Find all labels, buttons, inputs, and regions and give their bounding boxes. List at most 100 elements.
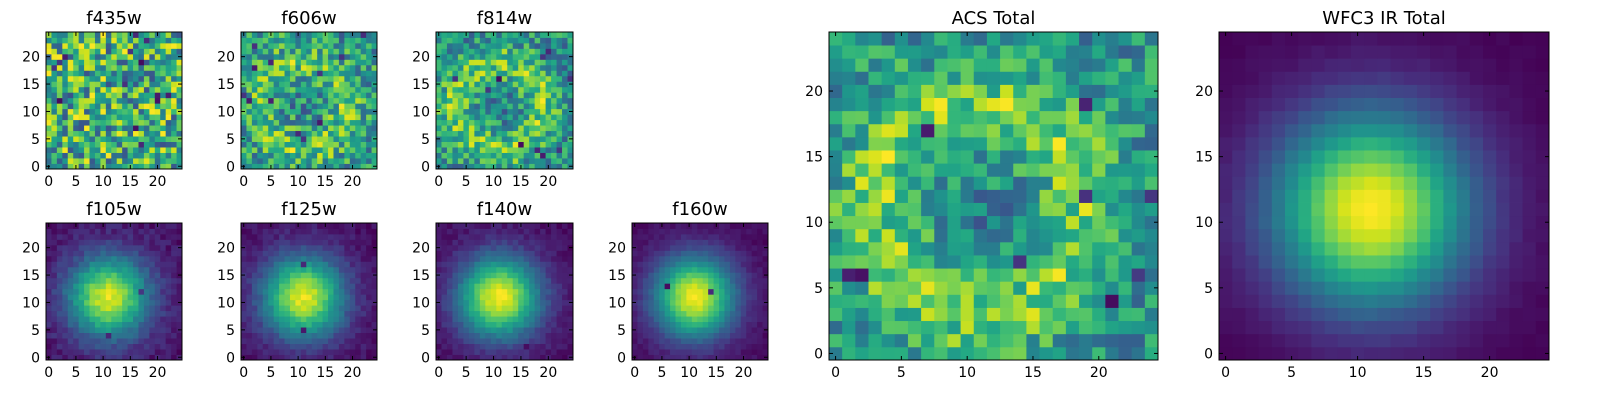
heatmap-cell <box>171 233 177 240</box>
heatmap-cell <box>534 163 541 170</box>
heatmap-cell <box>632 261 638 268</box>
heatmap-cell <box>1144 294 1159 308</box>
heatmap-cell <box>664 354 671 361</box>
heatmap-cell <box>67 114 74 121</box>
heatmap-cell <box>360 255 367 262</box>
heatmap-cell <box>171 244 177 251</box>
heatmap-cell <box>94 354 101 361</box>
heatmap-cell <box>366 53 372 60</box>
heatmap-cell <box>496 70 503 77</box>
heatmap-cell <box>371 92 378 99</box>
heatmap-cell <box>934 189 948 203</box>
heatmap-cell <box>51 130 58 137</box>
heatmap-cell <box>333 288 340 295</box>
heatmap-cell <box>551 288 557 295</box>
heatmap-cell <box>154 239 161 246</box>
heatmap-cell <box>311 64 318 71</box>
heatmap-cell <box>62 332 69 339</box>
heatmap-cell <box>251 81 258 88</box>
heatmap-cell <box>333 70 340 77</box>
heatmap-cell <box>648 261 655 268</box>
heatmap-cell <box>485 108 492 115</box>
heatmap-cell <box>176 97 183 104</box>
heatmap-cell <box>317 114 323 121</box>
heatmap-cell <box>973 176 988 190</box>
heatmap-cell <box>355 136 362 142</box>
heatmap-cell <box>934 150 948 164</box>
heatmap-cell <box>485 288 492 295</box>
heatmap-cell <box>474 42 481 49</box>
heatmap-cell <box>111 136 118 142</box>
y-tick-label: 0 <box>617 350 626 366</box>
heatmap-cell <box>84 119 90 126</box>
heatmap-cell <box>279 97 285 104</box>
heatmap-cell <box>540 158 546 164</box>
heatmap-cell <box>501 75 508 82</box>
heatmap-cell <box>1000 307 1014 322</box>
heatmap-cell <box>490 53 497 60</box>
heatmap-cell <box>311 97 318 104</box>
heatmap-cell <box>463 103 470 110</box>
heatmap-cell <box>51 48 58 55</box>
heatmap-cell <box>149 125 156 132</box>
heatmap-cell <box>1092 202 1106 217</box>
heatmap-cell <box>545 81 552 88</box>
heatmap-cell <box>485 130 492 137</box>
heatmap-cell <box>757 261 763 268</box>
heatmap-cell <box>468 332 475 339</box>
heatmap-cell <box>133 338 139 344</box>
heatmap-cell <box>653 305 660 312</box>
heatmap-cell <box>105 75 112 82</box>
heatmap-cell <box>463 147 470 153</box>
heatmap-cell <box>947 241 961 256</box>
heatmap-cell <box>143 250 150 257</box>
heatmap-cell <box>149 266 156 273</box>
heatmap-cell <box>94 53 101 60</box>
heatmap-cell <box>143 343 150 350</box>
heatmap-cell <box>251 305 258 312</box>
heatmap-cell <box>295 244 302 251</box>
heatmap-cell <box>344 283 351 290</box>
heatmap-cell <box>289 272 296 279</box>
heatmap-cell <box>51 53 58 60</box>
heatmap-cell <box>84 81 90 88</box>
heatmap-cell <box>907 241 922 256</box>
heatmap-cell <box>567 321 574 328</box>
heatmap-cell <box>556 250 563 257</box>
heatmap-cell <box>284 141 291 148</box>
heatmap-cell <box>328 310 334 317</box>
heatmap-cell <box>306 147 313 153</box>
heatmap-cell <box>160 310 167 317</box>
y-tick-label: 0 <box>226 159 235 175</box>
heatmap-cell <box>436 305 442 312</box>
heatmap-cell <box>176 228 183 235</box>
heatmap-cell <box>273 244 280 251</box>
heatmap-cell <box>257 119 264 126</box>
heatmap-cell <box>540 310 546 317</box>
heatmap-cell <box>529 338 536 344</box>
heatmap-cell <box>262 86 269 93</box>
heatmap-cell <box>713 327 720 333</box>
heatmap-cell <box>295 349 302 355</box>
heatmap-cell <box>322 81 329 88</box>
heatmap-cell <box>116 141 123 148</box>
heatmap-cell <box>452 332 459 339</box>
heatmap-cell <box>328 283 334 290</box>
heatmap-cell <box>551 244 557 251</box>
heatmap-cell <box>295 283 302 290</box>
heatmap-cell <box>111 266 118 273</box>
heatmap-cell <box>338 283 345 290</box>
heatmap-cell <box>523 349 530 355</box>
heatmap-cell <box>360 305 367 312</box>
heatmap-cell <box>855 268 869 282</box>
heatmap-cell <box>311 158 318 164</box>
heatmap-cell <box>338 299 345 306</box>
heatmap-cell <box>842 255 856 269</box>
heatmap-cell <box>485 261 492 268</box>
heatmap-cell <box>116 64 123 71</box>
heatmap-cell <box>691 233 698 240</box>
heatmap-cell <box>1131 320 1146 335</box>
heatmap-cell <box>149 354 156 361</box>
heatmap-cell <box>523 130 530 137</box>
